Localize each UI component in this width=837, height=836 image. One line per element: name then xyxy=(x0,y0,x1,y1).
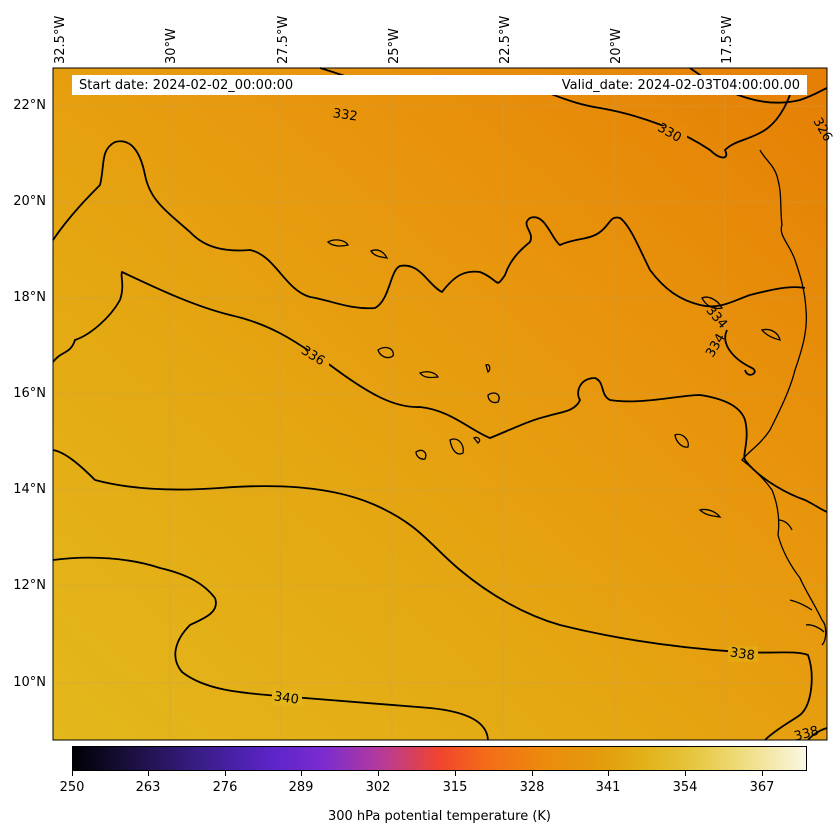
contour-label-332: 332 xyxy=(332,106,359,124)
colorbar-tick xyxy=(532,771,533,776)
colorbar-tick xyxy=(378,771,379,776)
lat-tick-label: 16°N xyxy=(13,386,46,401)
colorbar-tick xyxy=(455,771,456,776)
lon-tick-label: 32.5°W xyxy=(53,15,68,64)
colorbar-tick-label: 250 xyxy=(59,780,85,795)
potential-temperature-field xyxy=(53,68,827,740)
bijagos xyxy=(777,519,825,633)
lat-tick-label: 22°N xyxy=(13,98,46,113)
colorbar-tick xyxy=(608,771,609,776)
colorbar-tick-label: 315 xyxy=(442,780,468,795)
colorbar-tick xyxy=(685,771,686,776)
valid-date-label: Valid_date: 2024-02-03T04:00:00.00 xyxy=(561,78,800,93)
colorbar-tick-label: 354 xyxy=(672,780,698,795)
colorbar-tick xyxy=(72,771,73,776)
contour-label-338-south: 338 xyxy=(793,724,821,745)
lon-tick-label: 22.5°W xyxy=(498,15,513,64)
cape-verde-sao-vicente xyxy=(370,249,389,259)
colorbar-tick-label: 341 xyxy=(595,780,621,795)
start-date-label: Start date: 2024-02-02_00:00:00 xyxy=(79,78,294,93)
map-frame xyxy=(52,67,828,741)
lat-tick-label: 14°N xyxy=(13,482,46,497)
colorbar-tick-label: 302 xyxy=(365,780,391,795)
cape-verde-sal xyxy=(418,371,439,379)
coastlines xyxy=(326,149,827,646)
colorbar-tick-label: 276 xyxy=(212,780,238,795)
date-info-bar: Start date: 2024-02-02_00:00:00 Valid_da… xyxy=(72,75,807,95)
west-africa-coast xyxy=(741,149,827,646)
colorbar-tick xyxy=(148,771,149,776)
lon-tick-label: 27.5°W xyxy=(276,15,291,64)
cape-verde-maio xyxy=(487,392,500,404)
lon-tick-label: 30°W xyxy=(164,28,179,64)
colorbar-tick-label: 289 xyxy=(288,780,314,795)
lon-tick-label: 25°W xyxy=(387,28,402,64)
colorbar-tick xyxy=(301,771,302,776)
contour-332 xyxy=(52,140,806,310)
contour-338 xyxy=(52,449,813,741)
colorbar-tick-label: 328 xyxy=(519,780,545,795)
mauritania-lake xyxy=(701,296,723,310)
cape-verde-santo-antao xyxy=(326,239,350,247)
contour-334 xyxy=(724,329,756,376)
lat-tick-label: 12°N xyxy=(13,578,46,593)
contour-label-338: 338 xyxy=(729,645,756,663)
contour-340 xyxy=(52,556,489,741)
cape-verde-santiago xyxy=(449,438,464,455)
gambia-feature xyxy=(698,508,722,518)
lat-tick-label: 10°N xyxy=(13,675,46,690)
contour-338-south xyxy=(807,727,828,741)
colorbar-tick-label: 367 xyxy=(749,780,775,795)
cape-verde-boa-vista xyxy=(485,364,491,374)
colorbar-tick xyxy=(762,771,763,776)
cape-verde-brava xyxy=(472,436,481,444)
lat-tick-label: 18°N xyxy=(13,290,46,305)
colorbar-label: 300 hPa potential temperature (K) xyxy=(327,809,551,824)
lon-tick-label: 17.5°W xyxy=(720,15,735,64)
lat-tick-label: 20°N xyxy=(13,194,46,209)
contour-label-340: 340 xyxy=(273,689,300,707)
lon-tick-label: 20°W xyxy=(609,28,624,64)
mauritania-lake-2 xyxy=(760,328,781,341)
colorbar xyxy=(72,746,807,771)
contour-336 xyxy=(52,270,828,513)
senegal-inlet xyxy=(674,433,689,448)
isentropes xyxy=(52,67,828,741)
colorbar-tick xyxy=(225,771,226,776)
cape-verde-santa-luzia xyxy=(377,346,394,359)
cape-verde-fogo xyxy=(415,449,427,460)
colorbar-tick-label: 263 xyxy=(135,780,161,795)
